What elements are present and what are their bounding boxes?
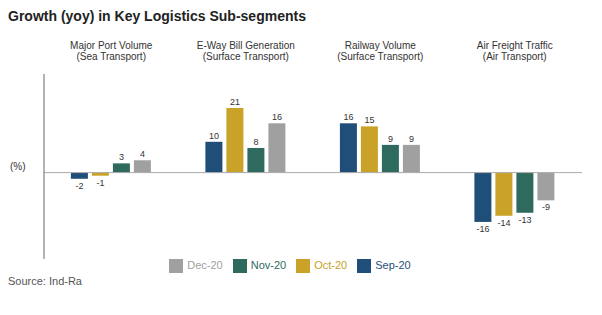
svg-text:-9: -9 <box>542 202 550 212</box>
svg-text:Railway Volume(Surface Transpo: Railway Volume(Surface Transport) <box>337 40 423 62</box>
svg-text:9: 9 <box>388 134 393 144</box>
svg-text:4: 4 <box>140 149 145 159</box>
svg-text:16: 16 <box>343 112 353 122</box>
svg-text:Major Port Volume(Sea Transpor: Major Port Volume(Sea Transport) <box>70 40 153 62</box>
svg-text:E-Way Bill Generation(Surface: E-Way Bill Generation(Surface Transport) <box>197 40 295 62</box>
svg-text:-1: -1 <box>96 178 104 188</box>
svg-text:-13: -13 <box>518 215 531 225</box>
html-text:Oct-20: Oct-20 <box>314 258 348 271</box>
svg-text:-14: -14 <box>497 218 510 228</box>
svg-text:8: 8 <box>253 137 258 147</box>
html-text:Source: Ind-Ra: Source: Ind-Ra <box>8 275 82 287</box>
html-text:Dec-20: Dec-20 <box>187 258 223 271</box>
svg-text:Air Freight Traffic(Air Transp: Air Freight Traffic(Air Transport) <box>477 40 553 62</box>
svg-text:-16: -16 <box>476 224 489 234</box>
html-text:Sep-20: Sep-20 <box>375 258 411 271</box>
svg-text:3: 3 <box>119 152 124 162</box>
svg-text:15: 15 <box>364 115 374 125</box>
html-text:Growth (yoy) in Key Logistics: Growth (yoy) in Key Logistics Sub-segmen… <box>8 8 306 24</box>
svg-text:-2: -2 <box>75 181 83 191</box>
svg-text:9: 9 <box>409 134 414 144</box>
svg-text:(%): (%) <box>10 161 26 172</box>
svg-text:10: 10 <box>209 131 219 141</box>
svg-text:21: 21 <box>230 97 240 107</box>
html-text:Nov-20: Nov-20 <box>250 258 287 271</box>
svg-text:16: 16 <box>272 112 282 122</box>
